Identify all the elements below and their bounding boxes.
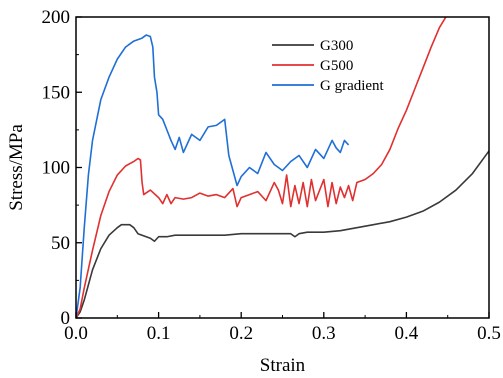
legend-label: G500 (320, 58, 353, 74)
y-axis-ticks: 0 50 100 150 200 (42, 7, 82, 329)
y-tick-label: 150 (42, 82, 71, 103)
x-tick-label: 0.1 (147, 323, 171, 344)
series-line-g300 (76, 150, 489, 318)
x-tick-label: 0.5 (477, 323, 501, 344)
plot-lines (76, 17, 489, 318)
legend-label: G300 (320, 38, 353, 54)
x-tick-label: 0.3 (312, 323, 336, 344)
x-tick-label: 0.2 (229, 323, 253, 344)
series-line-g500 (76, 17, 447, 318)
y-tick-label: 0 (61, 308, 71, 329)
y-tick-label: 100 (42, 158, 71, 179)
series-line-g-gradient (76, 34, 350, 318)
y-tick-label: 200 (42, 7, 71, 28)
y-tick-label: 50 (51, 233, 70, 254)
plot-frame (75, 16, 490, 319)
legend: G300 G500 G gradient (272, 38, 385, 94)
x-tick-label: 0.0 (64, 323, 88, 344)
y-axis-title: Stress/MPa (6, 124, 27, 211)
x-axis-title: Strain (260, 355, 306, 376)
x-tick-label: 0.4 (395, 323, 419, 344)
x-axis-ticks: 0.0 0.1 0.2 0.3 0.4 0.5 (64, 312, 501, 344)
legend-label: G gradient (320, 78, 385, 94)
